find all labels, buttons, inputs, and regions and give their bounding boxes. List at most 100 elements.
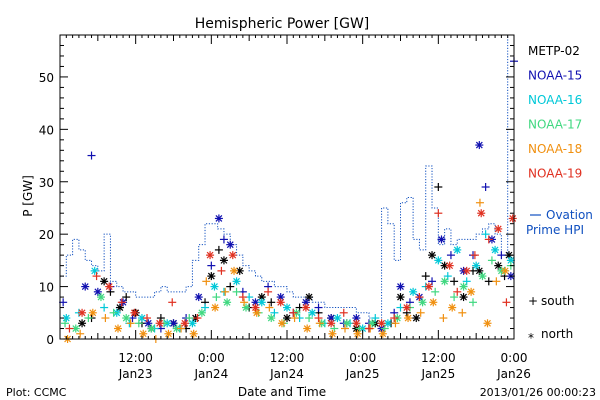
data-point	[333, 314, 342, 323]
data-point	[155, 319, 164, 328]
data-point	[240, 298, 249, 307]
data-point	[412, 314, 421, 323]
marker-legend-symbol: +	[528, 294, 538, 308]
data-point	[390, 314, 399, 323]
data-point	[223, 298, 232, 307]
data-point	[251, 303, 260, 312]
data-point	[446, 251, 455, 260]
chart-title: Hemispheric Power [GW]	[195, 16, 370, 32]
data-point	[164, 329, 173, 338]
legend-entry: NOAA-15	[528, 69, 582, 83]
marker-legend-label: south	[541, 294, 575, 308]
x-tick-label-date: Jan24	[269, 367, 304, 381]
data-point	[226, 240, 235, 249]
data-point	[418, 298, 427, 307]
legend-entry: NOAA-18	[528, 142, 582, 156]
data-point	[267, 314, 276, 323]
data-point	[214, 245, 223, 254]
data-point	[409, 287, 418, 296]
data-point	[65, 324, 74, 333]
data-point	[459, 293, 468, 302]
data-point	[368, 319, 377, 328]
data-point	[210, 282, 219, 291]
data-point	[327, 319, 336, 328]
x-tick-label-date: Jan24	[193, 367, 228, 381]
data-point	[494, 224, 503, 233]
data-point	[217, 266, 226, 275]
data-point	[483, 319, 492, 328]
data-point	[87, 151, 96, 160]
data-point	[88, 308, 97, 317]
data-point	[180, 319, 189, 328]
data-point	[235, 266, 244, 275]
legend-entry: NOAA-19	[528, 167, 582, 181]
data-point	[226, 282, 235, 291]
data-point	[448, 303, 457, 312]
data-point	[202, 277, 211, 286]
data-point	[396, 293, 405, 302]
data-point	[242, 303, 251, 312]
data-point	[61, 319, 70, 328]
data-point	[481, 183, 490, 191]
hpi-legend-label-2: Prime HPI	[526, 223, 584, 237]
y-tick-label: 0	[46, 333, 54, 347]
data-point	[453, 287, 462, 296]
data-point	[206, 251, 215, 260]
data-point	[437, 235, 446, 244]
data-point	[491, 245, 500, 254]
data-point	[477, 209, 486, 218]
data-point	[450, 277, 459, 286]
data-point	[188, 319, 197, 328]
x-tick-label-time: 12:00	[270, 351, 305, 365]
data-point	[219, 235, 228, 244]
data-point	[328, 329, 337, 338]
x-tick-label-date: Jan25	[420, 367, 455, 381]
data-point	[122, 314, 131, 323]
data-point	[232, 287, 241, 296]
data-point	[78, 308, 87, 317]
data-point	[76, 329, 85, 338]
data-point	[214, 214, 223, 223]
marker-legend-symbol: *	[528, 331, 534, 345]
data-point	[434, 256, 443, 265]
y-tick-label: 30	[39, 176, 54, 190]
data-point	[207, 272, 216, 281]
y-axis-label: P [GW]	[21, 175, 35, 217]
data-point	[314, 314, 323, 323]
data-point	[257, 298, 266, 307]
data-point	[168, 298, 177, 307]
data-point	[117, 298, 126, 307]
data-point	[100, 303, 109, 312]
data-point	[96, 293, 105, 302]
data-point	[440, 277, 449, 286]
data-point	[189, 329, 198, 338]
data-point	[193, 314, 202, 323]
data-point	[109, 308, 118, 317]
footer-plot-credit: Plot: CCMC	[6, 386, 67, 399]
data-point	[472, 261, 481, 270]
x-tick-label-time: 0:00	[349, 351, 376, 365]
data-point	[352, 319, 361, 328]
data-point	[429, 298, 438, 307]
data-point	[130, 308, 139, 317]
y-tick-label: 20	[39, 228, 54, 242]
data-point	[484, 277, 493, 286]
data-point	[475, 141, 484, 150]
data-point	[341, 324, 350, 333]
data-point	[342, 319, 351, 328]
x-tick-label-time: 0:00	[198, 351, 225, 365]
marker-legend-label: north	[541, 327, 573, 341]
data-point	[364, 324, 373, 333]
data-point	[228, 251, 237, 260]
data-point	[264, 287, 273, 296]
data-point	[289, 308, 298, 317]
data-point	[100, 277, 109, 286]
data-point	[156, 314, 165, 323]
data-point	[185, 314, 194, 323]
data-point	[314, 303, 323, 312]
data-point	[194, 293, 203, 302]
data-point	[353, 329, 362, 338]
data-point	[212, 293, 221, 302]
data-point	[283, 303, 291, 312]
